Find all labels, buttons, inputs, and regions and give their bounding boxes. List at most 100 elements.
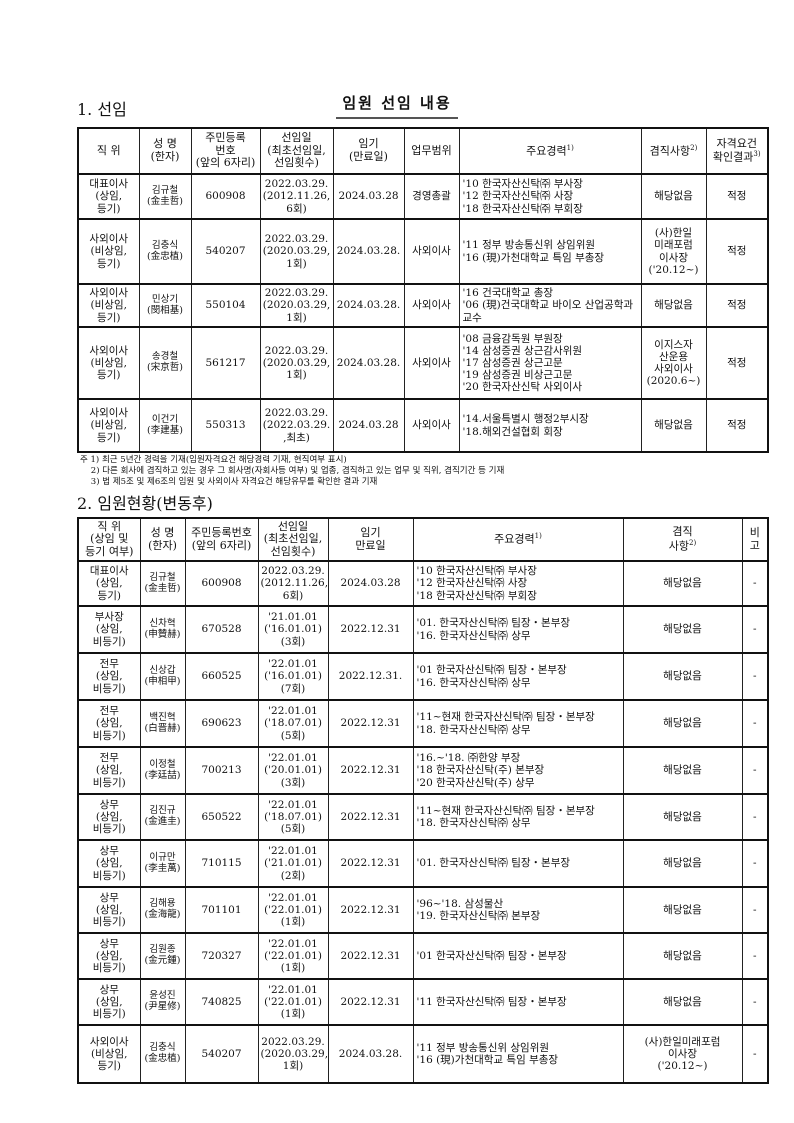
table-cell: (사)한일미래포럼 이사장 ('20.12~) bbox=[622, 1024, 743, 1084]
table-cell: 2022.03.29. (2012.11.26, 6회) bbox=[259, 173, 334, 220]
table-row: 상무 (상임, 비등기) 김진규 (金進圭) 650522'22.01.01 ('1… bbox=[77, 793, 769, 841]
table-cell: 적정 bbox=[705, 218, 769, 285]
table-cell: 650522 bbox=[184, 793, 259, 841]
table-cell: 2022.12.31 bbox=[327, 978, 414, 1026]
table-cell: 해당없음 bbox=[622, 886, 743, 934]
table-cell: '22.01.01 ('22.01.01) (1회) bbox=[257, 886, 329, 934]
table-cell: 2022.12.31 bbox=[327, 746, 414, 795]
table-cell: 2022.12.31 bbox=[327, 793, 414, 841]
table-cell: 해당없음 bbox=[622, 560, 743, 607]
column-header: 주민등록번호 (앞의 6자리) bbox=[184, 517, 259, 562]
table-row: 상무 (상임, 비등기) 윤성진 (尹星修) 740825'22.01.01 ('2… bbox=[77, 978, 769, 1026]
table-cell: 백진혁 (白晋赫) bbox=[139, 699, 186, 748]
table-cell: 윤성진 (尹星修) bbox=[139, 978, 186, 1026]
section1-heading: 1. 선임 bbox=[77, 100, 127, 119]
header-label: 업무범위 bbox=[411, 143, 452, 157]
table-cell: 해당없음 bbox=[622, 793, 743, 841]
table-cell: 2024.03.28. bbox=[332, 218, 405, 285]
table-cell: - bbox=[741, 839, 769, 888]
table-row: 상무 (상임, 비등기) 김해용 (金海龍) 701101'22.01.01 ('2… bbox=[77, 886, 769, 934]
table-cell: 700213 bbox=[184, 746, 259, 795]
table-cell: 상무 (상임, 비등기) bbox=[77, 886, 141, 934]
table-row: 상무 (상임, 비등기) 이규만 (李圭萬) 710115'22.01.01 ('2… bbox=[77, 839, 769, 888]
table-cell: 사외이사 bbox=[403, 218, 460, 285]
table-cell: 적정 bbox=[705, 283, 769, 328]
table-cell: 사외이사 (비상임, 등기) bbox=[77, 326, 140, 400]
table-cell: 김진규 (金進圭) bbox=[139, 793, 186, 841]
table-cell: - bbox=[741, 978, 769, 1026]
table-cell: 해당없음 bbox=[622, 839, 743, 888]
column-header: 직 위 (상임 및 등기 여부) bbox=[77, 517, 141, 562]
column-header: 비 고 bbox=[741, 517, 769, 562]
footnotes: 주 1) 최근 5년간 경력을 기재(임원자격요건 해당경력 기재, 현직여부 … bbox=[80, 455, 767, 488]
table-cell: 2022.12.31 bbox=[327, 699, 414, 748]
column-header: 선임일 (최초선임일, 선임횟수) bbox=[259, 127, 334, 175]
table-cell: 690623 bbox=[184, 699, 259, 748]
section2-heading: 2. 임원현황(변동후) bbox=[77, 494, 213, 513]
footnote-marker: 2) bbox=[690, 143, 698, 152]
table-cell: 2022.03.29. (2020.03.29, 1회) bbox=[259, 218, 334, 285]
table-cell: 김규철 (金圭哲) bbox=[138, 173, 192, 220]
table-cell: - bbox=[741, 1024, 769, 1084]
column-header: 임기 만료일 bbox=[327, 517, 414, 562]
table-cell: '96~'18. 삼성물산 '19. 한국자산신탁㈜ 본부장 bbox=[412, 886, 624, 934]
table-cell: 이지스자 산운용 사외이사 (2020.6~) bbox=[640, 326, 707, 400]
table-cell: 송경철 (宋京哲) bbox=[138, 326, 192, 400]
table-cell: '01 한국자산신탁㈜ 팀장・본부장 bbox=[412, 932, 624, 980]
table-cell: 사외이사 bbox=[403, 326, 460, 400]
table-cell: 2022.12.31 bbox=[327, 605, 414, 654]
table-cell: 이규만 (李圭萬) bbox=[139, 839, 186, 888]
table-cell: 전무 (상임, 비등기) bbox=[77, 746, 141, 795]
column-header: 겸직사항2) bbox=[640, 127, 707, 175]
header-label: 겸직 사항 bbox=[668, 525, 693, 553]
table-cell: 전무 (상임, 비등기) bbox=[77, 652, 141, 701]
table-row: 부사장 (상임, 비등기) 신차혁 (申贊赫) 670528'21.01.01 ('… bbox=[77, 605, 769, 654]
table-cell: '08 금융감독원 부원장 '14 삼성증권 상근감사위원 '17 삼성증권 상… bbox=[458, 326, 642, 400]
table-row: 전무 (상임, 비등기) 이정철 (李廷喆) 700213'22.01.01 ('2… bbox=[77, 746, 769, 795]
column-header: 직 위 bbox=[77, 127, 140, 175]
table-cell: - bbox=[741, 652, 769, 701]
column-header: 성 명 (한자) bbox=[139, 517, 186, 562]
header-label: 성 명 (한자) bbox=[150, 137, 180, 163]
table-row: 전무 (상임, 비등기) 백진혁 (白晋赫) 690623'22.01.01 ('1… bbox=[77, 699, 769, 748]
table-row: 사외이사 (비상임, 등기) 김충식 (金忠植) 540207 2022.03.29.… bbox=[77, 218, 769, 285]
table-row: 사외이사 (비상임, 등기) 이건기 (李建基) 550313 2022.03.29.… bbox=[77, 398, 769, 453]
column-header: 임기 (만료일) bbox=[332, 127, 405, 175]
table-row: 사외이사 (비상임, 등기) 김충식 (金忠植) 540207 2022.03.29.… bbox=[77, 1024, 769, 1084]
table-cell: 2022.12.31 bbox=[327, 932, 414, 980]
table-cell: 해당없음 bbox=[622, 978, 743, 1026]
table-cell: '01. 한국자산신탁㈜ 팀장・본부장 '16. 한국자산신탁㈜ 상무 bbox=[412, 605, 624, 654]
header-label: 임기 (만료일) bbox=[349, 137, 388, 163]
table-cell: 600908 bbox=[184, 560, 259, 607]
table-cell: 670528 bbox=[184, 605, 259, 654]
table-cell: 사외이사 (비상임, 등기) bbox=[77, 1024, 141, 1084]
table-cell: - bbox=[741, 932, 769, 980]
table-cell: - bbox=[741, 699, 769, 748]
executive-status-table: 직 위 (상임 및 등기 여부) 성 명 (한자) 주민등록번호 (앞의 6자리) 선… bbox=[77, 517, 769, 1084]
table-cell: - bbox=[741, 746, 769, 795]
table-cell: '21.01.01 ('16.01.01) (3회) bbox=[257, 605, 329, 654]
table-cell: '01 한국자산신탁㈜ 팀장・본부장 '16. 한국자산신탁㈜ 상무 bbox=[412, 652, 624, 701]
table-cell: '22.01.01 ('22.01.01) (1회) bbox=[257, 978, 329, 1026]
table-cell: 해당없음 bbox=[640, 398, 707, 453]
table-cell: 550104 bbox=[190, 283, 261, 328]
table-cell: 2022.03.29. (2012.11.26, 6회) bbox=[257, 560, 329, 607]
footnote: 주 1) 최근 5년간 경력을 기재(임원자격요건 해당경력 기재, 현직여부 … bbox=[80, 455, 347, 465]
table-cell: 561217 bbox=[190, 326, 261, 400]
table-cell: '22.01.01 ('18.07.01) (5회) bbox=[257, 793, 329, 841]
table-cell: '16 건국대학교 총장 '06 (現)건국대학교 바이오 산업공학과 교수 bbox=[458, 283, 642, 328]
table-cell: 해당없음 bbox=[622, 652, 743, 701]
table-cell: 2022.12.31. bbox=[327, 652, 414, 701]
table-cell: 사외이사 (비상임, 등기) bbox=[77, 218, 140, 285]
column-header: 주요경력1) bbox=[458, 127, 642, 175]
table-cell: 710115 bbox=[184, 839, 259, 888]
table-cell: '11~현재 한국자산신탁㈜ 팀장・본부장 '18. 한국자산신탁㈜ 상무 bbox=[412, 793, 624, 841]
header-label: 주요경력 bbox=[494, 533, 535, 546]
table-cell: 이건기 (李建基) bbox=[138, 398, 192, 453]
table-cell: 2024.03.28 bbox=[332, 398, 405, 453]
header-label: 겸직사항 bbox=[649, 144, 691, 158]
table-cell: '14.서울특별시 행정2부시장 '18.해외건설협회 회장 bbox=[458, 398, 642, 453]
table-cell: 701101 bbox=[184, 886, 259, 934]
table-cell: 부사장 (상임, 비등기) bbox=[77, 605, 141, 654]
table-cell: 신차혁 (申贊赫) bbox=[139, 605, 186, 654]
